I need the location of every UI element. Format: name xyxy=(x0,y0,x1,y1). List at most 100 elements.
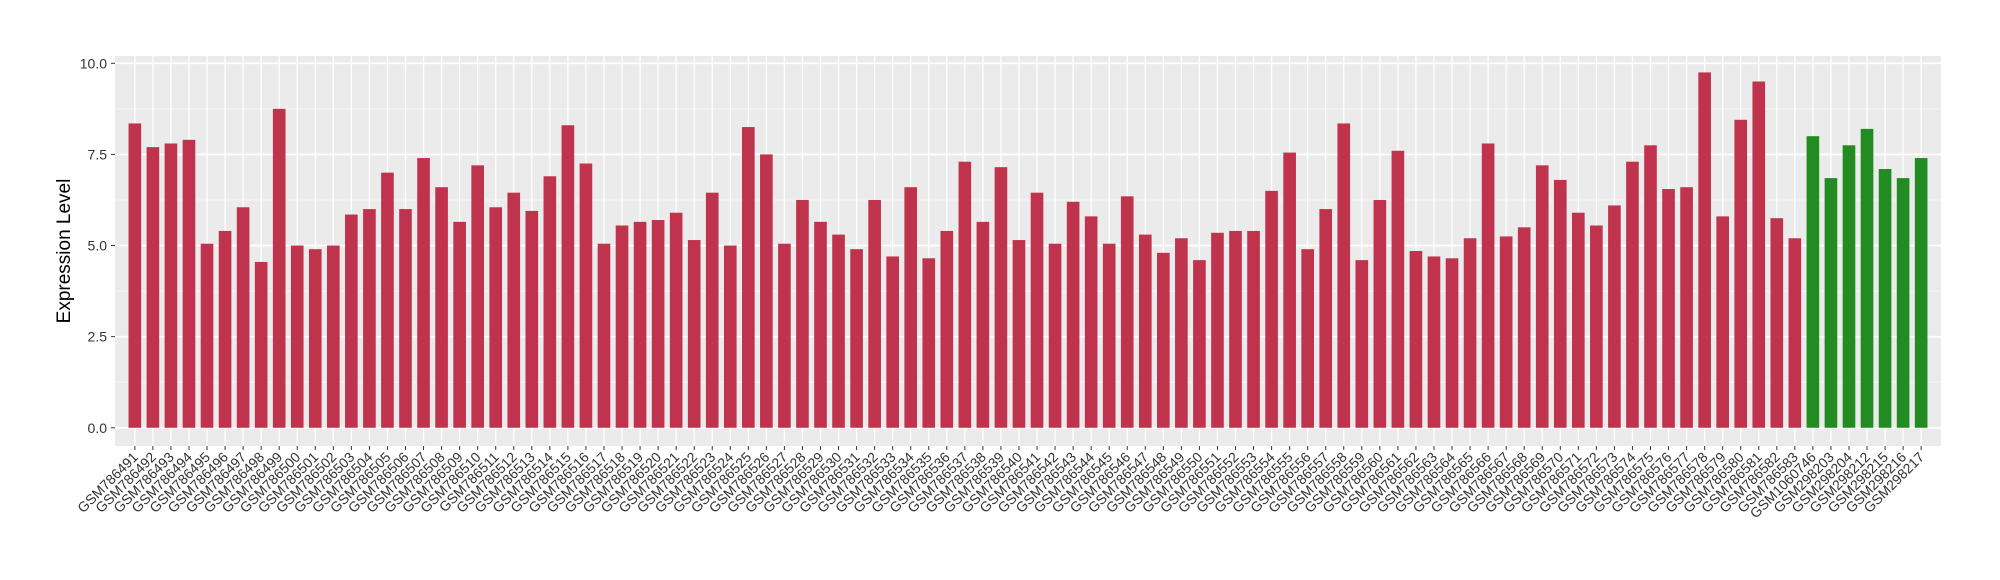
bar xyxy=(1445,258,1459,428)
bar xyxy=(1012,240,1026,428)
bar xyxy=(904,187,918,428)
bar xyxy=(1030,192,1044,428)
bar xyxy=(1120,196,1134,428)
bar xyxy=(922,258,936,428)
bar xyxy=(1914,158,1928,428)
bar xyxy=(1102,243,1116,428)
bar xyxy=(886,256,899,428)
bar xyxy=(796,199,809,428)
y-tick-label: 7.5 xyxy=(88,146,108,162)
bar xyxy=(543,176,557,428)
bar xyxy=(1319,209,1333,428)
bar xyxy=(778,243,791,428)
bar xyxy=(381,172,394,428)
bar xyxy=(399,209,412,428)
bar xyxy=(1752,81,1766,428)
bar xyxy=(1878,168,1892,428)
bar xyxy=(1247,230,1260,428)
bar xyxy=(1842,145,1856,428)
bar xyxy=(1734,119,1748,428)
bar xyxy=(1788,238,1802,428)
bar xyxy=(1608,205,1621,428)
bar xyxy=(146,147,160,428)
bar xyxy=(1770,218,1784,428)
bar xyxy=(760,154,773,428)
bar xyxy=(1896,178,1910,428)
bar xyxy=(254,261,268,428)
bar xyxy=(200,243,214,428)
bar xyxy=(1355,260,1369,428)
bar xyxy=(1662,189,1675,428)
bar xyxy=(1860,128,1874,428)
bar xyxy=(345,214,358,428)
bar xyxy=(1806,136,1820,428)
bar xyxy=(489,207,503,428)
bar xyxy=(1553,179,1567,428)
bar xyxy=(471,165,484,428)
bar xyxy=(525,210,539,428)
bar xyxy=(1716,216,1729,428)
bar xyxy=(1463,238,1477,428)
bar xyxy=(1391,150,1405,428)
bar xyxy=(128,123,142,428)
bar xyxy=(1283,152,1296,428)
bar xyxy=(453,221,466,428)
y-axis-title: Expression Level xyxy=(54,179,75,324)
bar xyxy=(1066,201,1080,428)
bar xyxy=(1048,243,1062,428)
bar xyxy=(1157,252,1170,428)
bar xyxy=(417,158,430,428)
bar xyxy=(272,108,286,428)
bar xyxy=(1301,249,1314,428)
bar xyxy=(290,245,304,428)
bar xyxy=(1644,145,1657,428)
bar xyxy=(1698,72,1711,428)
bar xyxy=(1337,123,1351,428)
bar xyxy=(561,125,575,428)
bar xyxy=(1535,165,1549,428)
bar xyxy=(651,220,665,428)
bar xyxy=(1572,212,1585,428)
bar xyxy=(669,212,683,428)
bar xyxy=(1517,227,1531,428)
bar xyxy=(435,187,448,428)
bar xyxy=(597,243,611,428)
bar xyxy=(687,240,701,428)
bar xyxy=(940,230,954,428)
bar xyxy=(633,221,647,428)
bar xyxy=(814,221,827,428)
bar xyxy=(1499,236,1513,428)
bar xyxy=(1211,232,1224,428)
bar xyxy=(1265,190,1278,428)
bar xyxy=(868,199,881,428)
bar xyxy=(363,209,376,428)
bar xyxy=(958,161,972,428)
y-tick-label: 0.0 xyxy=(88,420,108,436)
bar xyxy=(723,245,737,428)
bar xyxy=(182,139,196,428)
bar xyxy=(236,207,250,428)
bar xyxy=(850,249,863,428)
bar xyxy=(1138,234,1152,428)
bar xyxy=(1824,178,1838,428)
y-tick-label: 2.5 xyxy=(88,329,108,345)
bar xyxy=(1193,260,1206,428)
y-tick-label: 10.0 xyxy=(80,55,107,71)
bar xyxy=(1373,199,1387,428)
bar xyxy=(327,245,340,428)
y-tick-label: 5.0 xyxy=(88,238,108,254)
bar xyxy=(1427,256,1441,428)
bar xyxy=(994,167,1008,428)
bar xyxy=(1175,238,1188,428)
bar xyxy=(308,249,322,428)
bar xyxy=(164,143,178,428)
bar xyxy=(1680,187,1693,428)
bar xyxy=(507,192,521,428)
bar xyxy=(832,234,845,428)
bar xyxy=(742,127,755,428)
bar xyxy=(579,163,593,428)
bar xyxy=(615,225,629,428)
bar xyxy=(1481,143,1495,428)
bar xyxy=(976,221,990,428)
